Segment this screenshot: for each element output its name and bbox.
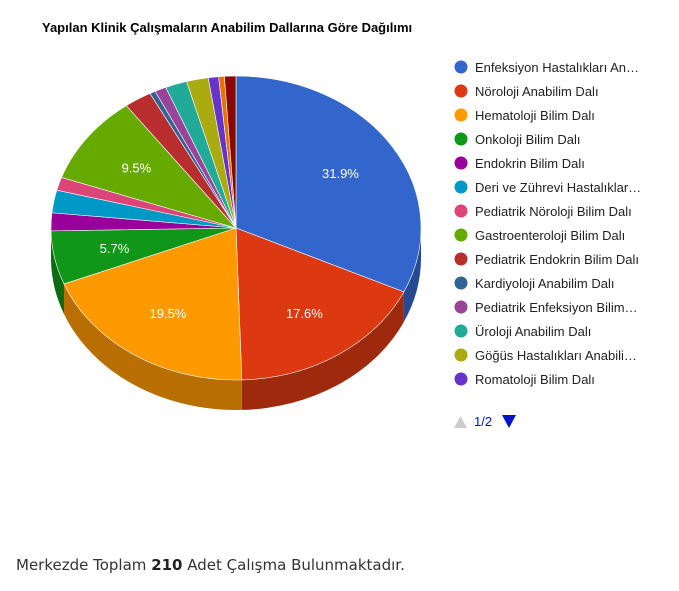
legend-swatch-10 xyxy=(454,300,468,314)
legend-swatch-11 xyxy=(454,324,468,338)
legend-label-8[interactable]: Pediatrik Endokrin Bilim Dalı xyxy=(475,252,639,267)
pie-slice-7[interactable] xyxy=(61,105,237,229)
chart-title: Yapılan Klinik Çalışmaların Anabilim Dal… xyxy=(42,20,412,35)
slice-data-label-0: 31.9% xyxy=(322,166,359,181)
pie-slice-2[interactable] xyxy=(63,227,243,381)
footer-prefix: Merkezde Toplam xyxy=(16,556,147,574)
legend-swatch-2 xyxy=(454,108,468,122)
pager-label: 1/2 xyxy=(474,414,492,429)
legend: Enfeksiyon Hastalıkları An… Nöroloji Anab… xyxy=(454,60,641,387)
pie-top-layer xyxy=(50,75,422,381)
legend-swatch-7 xyxy=(454,228,468,242)
legend-swatch-6 xyxy=(454,204,468,218)
legend-swatch-0 xyxy=(454,60,468,74)
legend-label-5[interactable]: Deri ve Zührevi Hastalıklar… xyxy=(475,180,641,195)
legend-label-9[interactable]: Kardiyoloji Anabilim Dalı xyxy=(475,276,614,291)
pie-labels-layer: 31.9% 17.6% 19.5% 5.7% 9.5% xyxy=(100,160,360,321)
legend-swatch-12 xyxy=(454,348,468,362)
legend-label-13[interactable]: Romatoloji Bilim Dalı xyxy=(475,372,595,387)
footer-summary: Merkezde Toplam 210 Adet Çalışma Bulunma… xyxy=(16,556,405,574)
legend-swatch-5 xyxy=(454,180,468,194)
legend-label-1[interactable]: Nöroloji Anabilim Dalı xyxy=(475,84,599,99)
pie-slice-15[interactable] xyxy=(224,75,237,229)
pie-chart: Yapılan Klinik Çalışmaların Anabilim Dal… xyxy=(42,20,641,429)
legend-swatch-1 xyxy=(454,84,468,98)
legend-label-4[interactable]: Endokrin Bilim Dalı xyxy=(475,156,585,171)
pie-slice-side-2 xyxy=(63,283,242,410)
legend-label-10[interactable]: Pediatrik Enfeksiyon Bilim… xyxy=(475,300,638,315)
legend-swatch-8 xyxy=(454,252,468,266)
legend-label-11[interactable]: Üroloji Anabilim Dalı xyxy=(475,324,591,339)
legend-swatch-3 xyxy=(454,132,468,146)
legend-swatch-13 xyxy=(454,372,468,386)
slice-data-label-3: 5.7% xyxy=(100,241,130,256)
legend-label-12[interactable]: Göğüs Hastalıkları Anabili… xyxy=(475,348,637,363)
footer-suffix: Adet Çalışma Bulunmaktadır. xyxy=(187,556,405,574)
legend-swatch-9 xyxy=(454,276,468,290)
pie-slice-1[interactable] xyxy=(235,227,405,381)
pie-slice-0[interactable] xyxy=(235,75,422,293)
legend-label-7[interactable]: Gastroenteroloji Bilim Dalı xyxy=(475,228,625,243)
pie-slice-side-3 xyxy=(51,230,64,314)
pie-slice-side-0 xyxy=(403,228,421,322)
legend-label-2[interactable]: Hematoloji Bilim Dalı xyxy=(475,108,595,123)
pager-next-icon[interactable] xyxy=(502,415,516,428)
pager-prev-icon[interactable] xyxy=(454,416,467,428)
legend-swatch-4 xyxy=(454,156,468,170)
footer-count: 210 xyxy=(151,556,183,574)
slice-data-label-2: 19.5% xyxy=(150,306,187,321)
legend-label-0[interactable]: Enfeksiyon Hastalıkları An… xyxy=(475,60,639,75)
legend-label-6[interactable]: Pediatrik Nöroloji Bilim Dalı xyxy=(475,204,632,219)
slice-data-label-1: 17.6% xyxy=(286,306,323,321)
slice-data-label-7: 9.5% xyxy=(122,160,152,175)
pie-slice-side-1 xyxy=(241,291,404,410)
legend-pager: 1/2 xyxy=(454,414,516,429)
legend-label-3[interactable]: Onkoloji Bilim Dalı xyxy=(475,132,580,147)
